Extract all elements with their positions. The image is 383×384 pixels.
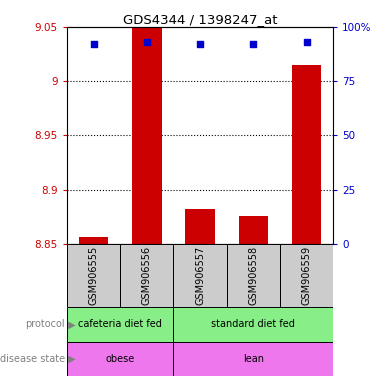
Text: ▶: ▶ — [65, 354, 76, 364]
Bar — [280, 244, 333, 307]
Bar — [132, 27, 162, 244]
Text: cafeteria diet fed: cafeteria diet fed — [79, 319, 162, 329]
Bar — [79, 237, 108, 244]
Bar — [120, 244, 173, 307]
Text: GSM906557: GSM906557 — [195, 246, 205, 305]
Text: GSM906555: GSM906555 — [88, 246, 99, 305]
Text: standard diet fed: standard diet fed — [211, 319, 295, 329]
Text: GSM906558: GSM906558 — [248, 246, 259, 305]
Point — [250, 41, 257, 47]
Text: ▶: ▶ — [65, 319, 76, 329]
Text: lean: lean — [243, 354, 264, 364]
Point — [91, 41, 97, 47]
Bar — [239, 216, 268, 244]
Title: GDS4344 / 1398247_at: GDS4344 / 1398247_at — [123, 13, 277, 26]
Bar — [227, 244, 280, 307]
Text: disease state: disease state — [0, 354, 65, 364]
Text: protocol: protocol — [26, 319, 65, 329]
Text: GSM906556: GSM906556 — [142, 246, 152, 305]
Point — [197, 41, 203, 47]
Bar — [67, 307, 173, 342]
Bar — [292, 65, 321, 244]
Bar — [173, 244, 227, 307]
Point — [304, 39, 310, 45]
Text: obese: obese — [106, 354, 135, 364]
Text: GSM906559: GSM906559 — [301, 246, 312, 305]
Bar — [67, 342, 173, 376]
Bar — [67, 244, 120, 307]
Point — [144, 39, 150, 45]
Bar — [185, 209, 215, 244]
Bar — [173, 307, 333, 342]
Bar — [173, 342, 333, 376]
